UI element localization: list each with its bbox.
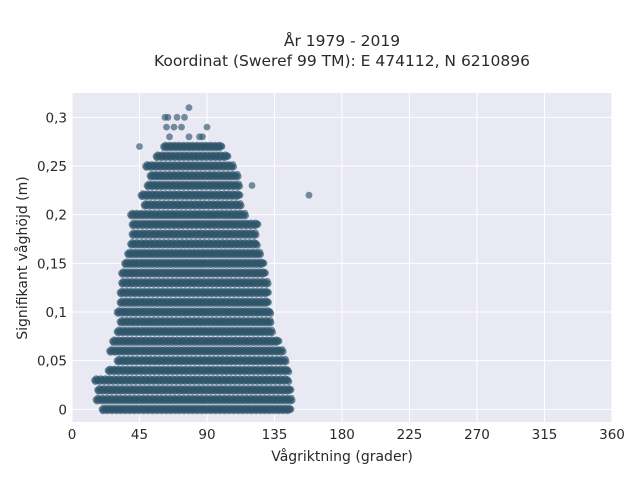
data-point	[236, 191, 244, 199]
y-tick-label: 0,05	[37, 354, 67, 370]
data-point	[173, 113, 181, 121]
y-tick-label: 0,3	[46, 110, 67, 126]
data-point	[269, 328, 277, 336]
data-point	[185, 104, 193, 111]
data-point	[264, 280, 272, 287]
data-point	[267, 319, 275, 326]
data-point	[152, 172, 160, 180]
chart-title-line-2: Koordinat (Sweref 99 TM): E 474112, N 62…	[154, 52, 530, 70]
data-point	[285, 368, 293, 376]
data-point	[199, 133, 206, 141]
x-tick-label: 315	[532, 427, 558, 443]
data-point	[237, 202, 245, 210]
y-tick-label: 0,1	[46, 305, 67, 321]
data-point	[282, 358, 290, 365]
data-point	[230, 163, 238, 171]
data-point	[185, 133, 193, 141]
data-point	[234, 173, 242, 180]
data-point	[166, 133, 173, 141]
x-tick-label: 360	[599, 427, 625, 443]
data-point	[279, 348, 287, 356]
data-point	[164, 113, 172, 121]
y-tick-label: 0,15	[37, 256, 67, 272]
y-tick-label: 0,25	[37, 159, 67, 175]
data-point	[248, 182, 256, 189]
data-point	[163, 123, 170, 131]
x-tick-label: 90	[198, 427, 215, 443]
data-point	[265, 298, 272, 306]
data-point	[287, 405, 295, 413]
x-tick-label: 45	[131, 427, 148, 443]
data-point	[254, 241, 261, 249]
x-tick-label: 180	[329, 427, 355, 443]
data-point	[257, 251, 265, 258]
data-point	[267, 310, 275, 317]
data-point	[224, 152, 232, 160]
data-point	[260, 259, 268, 267]
data-point	[218, 143, 226, 150]
data-point	[287, 386, 295, 394]
data-point	[242, 212, 250, 219]
data-point	[181, 113, 188, 121]
x-tick-label: 135	[262, 427, 288, 443]
plot-area: 0 45 90 135 180 225 270 315 360 0 0,05 0,1 0,15 0,2 0,…	[37, 93, 625, 443]
data-point	[305, 191, 313, 199]
data-point	[236, 182, 244, 190]
data-point	[265, 289, 272, 296]
y-axis-title: Signifikant våghöjd (m)	[14, 176, 31, 339]
data-point	[136, 143, 143, 150]
data-point	[254, 221, 262, 228]
x-tick-label: 270	[464, 427, 490, 443]
x-tick-label: 225	[397, 427, 423, 443]
y-tick-label: 0,2	[46, 208, 67, 224]
data-point	[275, 337, 283, 345]
data-point	[252, 231, 260, 239]
data-point	[178, 123, 185, 131]
x-tick-label: 0	[68, 427, 77, 443]
data-point	[203, 123, 211, 131]
data-point	[262, 269, 269, 277]
x-axis-title: Vågriktning (grader)	[271, 448, 413, 465]
chart-title-line-1: År 1979 - 2019	[284, 31, 400, 50]
data-point	[170, 123, 178, 131]
y-tick-label: 0	[58, 402, 67, 418]
data-point	[285, 378, 293, 385]
data-point	[288, 397, 296, 404]
